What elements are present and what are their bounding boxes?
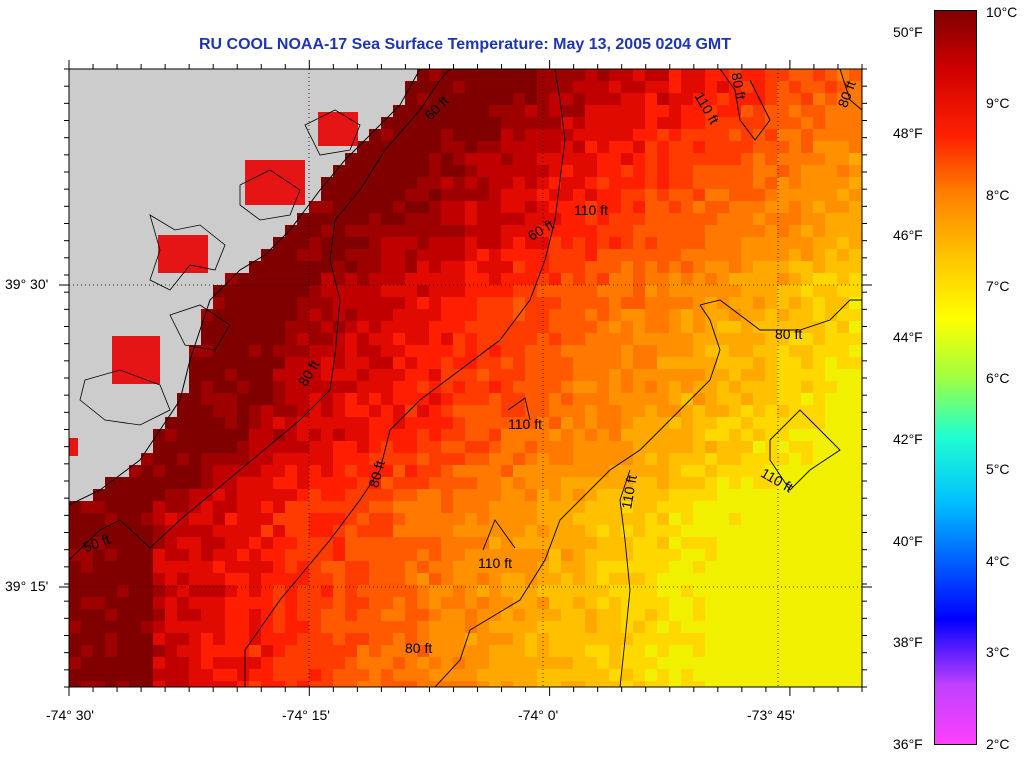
lon-label-74-15: -74° 15': [282, 707, 330, 723]
contour-label: 110 ft: [508, 416, 542, 432]
f-label-50: 50°F: [893, 24, 923, 40]
c-label-6: 6°C: [986, 370, 1010, 386]
contour-label: 110 ft: [574, 202, 608, 218]
f-label-40: 40°F: [893, 533, 923, 549]
chart-title: RU COOL NOAA-17 Sea Surface Temperature:…: [198, 36, 732, 53]
lat-label-39-30: 39° 30': [5, 276, 49, 292]
f-label-38: 38°F: [893, 634, 923, 650]
lat-label-39-15: 39° 15': [5, 578, 49, 594]
c-label-3: 3°C: [986, 644, 1010, 660]
map-plot-area: [69, 69, 862, 687]
temperature-colorbar: [934, 10, 977, 745]
c-label-8: 8°C: [986, 187, 1010, 203]
contour-label: 110 ft: [478, 555, 512, 571]
c-label-4: 4°C: [986, 553, 1010, 569]
contour-label: 80 ft: [405, 640, 433, 656]
c-label-7: 7°C: [986, 278, 1010, 294]
c-label-2: 2°C: [986, 736, 1010, 752]
lon-label-74-0: -74° 0': [518, 707, 559, 723]
f-label-36: 36°F: [893, 736, 923, 752]
sst-map: [59, 60, 872, 696]
f-label-44: 44°F: [893, 329, 923, 345]
lon-label-74-30: -74° 30': [46, 707, 94, 723]
c-label-10: 10°C: [986, 4, 1018, 20]
c-label-9: 9°C: [986, 95, 1010, 111]
lon-label-73-45: -73° 45': [747, 707, 795, 723]
f-label-48: 48°F: [893, 125, 923, 141]
c-label-5: 5°C: [986, 461, 1010, 477]
f-label-42: 42°F: [893, 431, 923, 447]
contour-label: 80 ft: [775, 326, 803, 342]
f-label-46: 46°F: [893, 227, 923, 243]
